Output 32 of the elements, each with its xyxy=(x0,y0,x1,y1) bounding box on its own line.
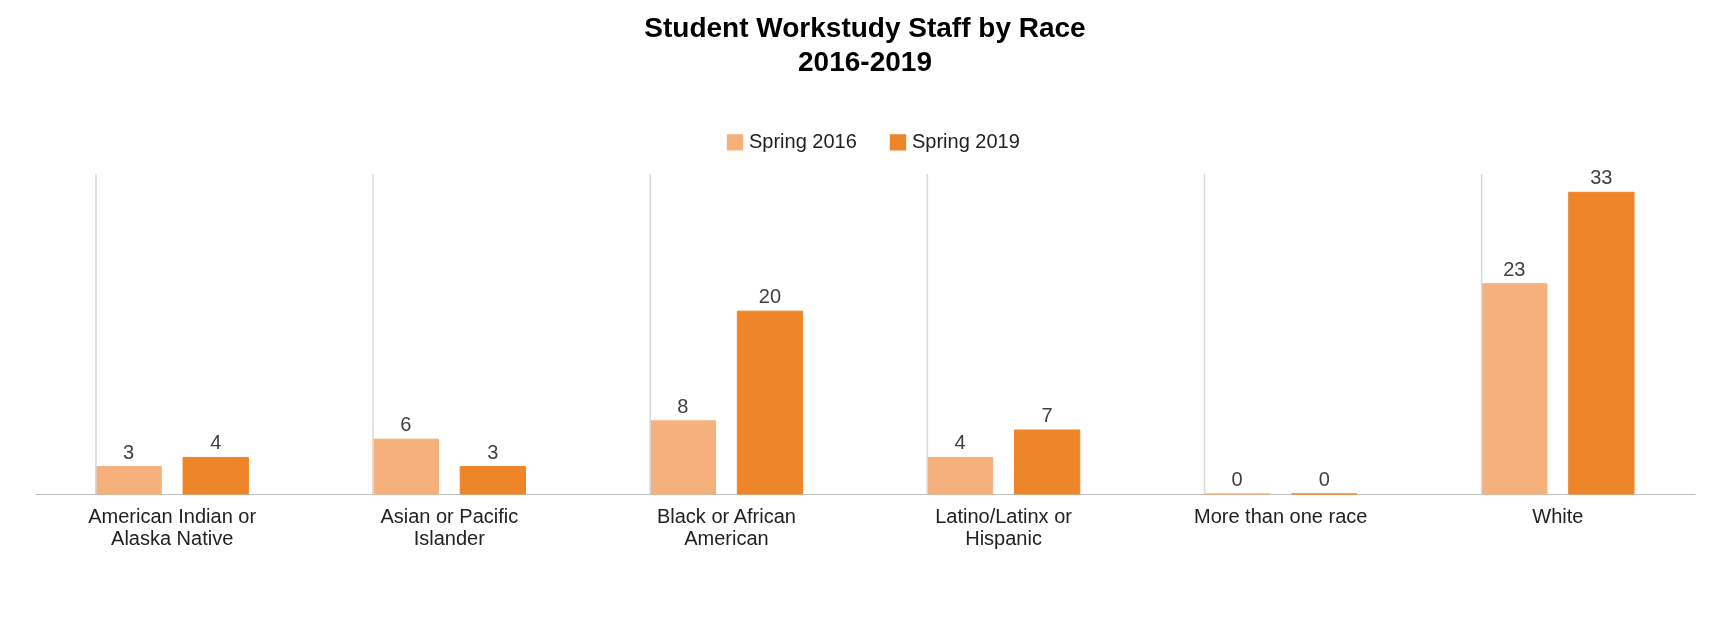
bar xyxy=(95,466,162,495)
data-label: 23 xyxy=(1503,257,1526,280)
data-label: 8 xyxy=(677,394,689,417)
legend-label: Spring 2016 xyxy=(749,130,857,153)
bar xyxy=(1013,429,1081,495)
x-tick-label: Latino/Latinx or Hispanic xyxy=(935,504,1073,549)
data-label: 4 xyxy=(210,431,222,454)
data-label: 3 xyxy=(487,440,499,463)
x-tick-label: Asian or Pacific Islander xyxy=(380,504,519,549)
legend-label: Spring 2019 xyxy=(912,130,1020,153)
bar xyxy=(182,456,249,495)
data-label: 0 xyxy=(1231,468,1243,490)
data-label: 3 xyxy=(123,440,135,463)
data-label: 20 xyxy=(758,285,782,308)
data-label: 0 xyxy=(1318,468,1330,490)
bar xyxy=(1481,283,1548,495)
bar xyxy=(926,456,994,495)
chart-title: Student Workstudy Staff by Race xyxy=(644,12,1086,43)
chart-subtitle: 2016-2019 xyxy=(798,46,932,77)
data-label: 4 xyxy=(954,431,966,454)
x-tick-label: American Indian or Alaska Native xyxy=(88,504,257,549)
bar xyxy=(459,466,527,495)
data-label: 7 xyxy=(1041,404,1053,426)
x-tick-label: White xyxy=(1532,504,1584,527)
bar xyxy=(1568,191,1635,495)
bar xyxy=(649,420,717,495)
x-tick-label: Black or African American xyxy=(656,504,796,549)
x-tick-label: More than one race xyxy=(1193,504,1368,527)
bar xyxy=(736,310,804,495)
bar xyxy=(372,438,439,495)
data-label: 6 xyxy=(400,413,412,436)
data-label: 33 xyxy=(1590,166,1613,189)
